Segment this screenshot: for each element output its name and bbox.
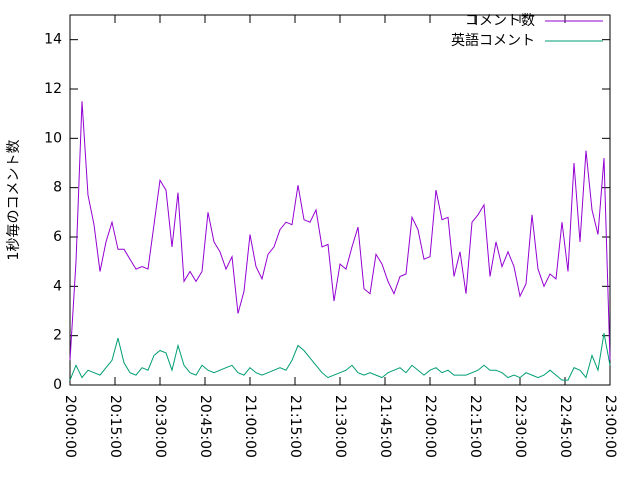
x-tick-label: 22:15:00 [467, 395, 483, 458]
x-tick-label: 22:00:00 [422, 395, 438, 458]
x-tick-label: 20:30:00 [152, 395, 168, 458]
series-line [69, 101, 611, 361]
x-tick-label: 20:00:00 [62, 395, 78, 458]
plot-frame [69, 14, 611, 386]
x-tick-label: 20:15:00 [107, 395, 123, 458]
y-tick-label: 10 [44, 130, 62, 146]
y-tick-label: 14 [44, 32, 62, 48]
x-tick-label: 20:45:00 [197, 395, 213, 458]
y-tick-label: 6 [53, 229, 62, 245]
x-tick-label: 22:30:00 [512, 395, 528, 458]
x-tick-label: 21:00:00 [242, 395, 258, 458]
x-tick-label: 23:00:00 [602, 395, 618, 458]
y-tick-label: 8 [53, 180, 62, 196]
y-tick-label: 2 [53, 328, 62, 344]
x-tick-label: 21:30:00 [332, 395, 348, 458]
y-tick-label: 12 [44, 81, 62, 97]
y-tick-label: 0 [53, 377, 62, 393]
y-axis-label: 1秒毎のコメント数 [6, 140, 22, 261]
series-line [69, 333, 611, 381]
x-tick-label: 22:45:00 [557, 395, 573, 458]
legend-label: コメント数 [465, 13, 535, 29]
x-tick-label: 21:45:00 [377, 395, 393, 458]
y-tick-label: 4 [53, 278, 62, 294]
legend-label: 英語コメント [451, 32, 535, 49]
x-tick-label: 21:15:00 [287, 395, 303, 458]
